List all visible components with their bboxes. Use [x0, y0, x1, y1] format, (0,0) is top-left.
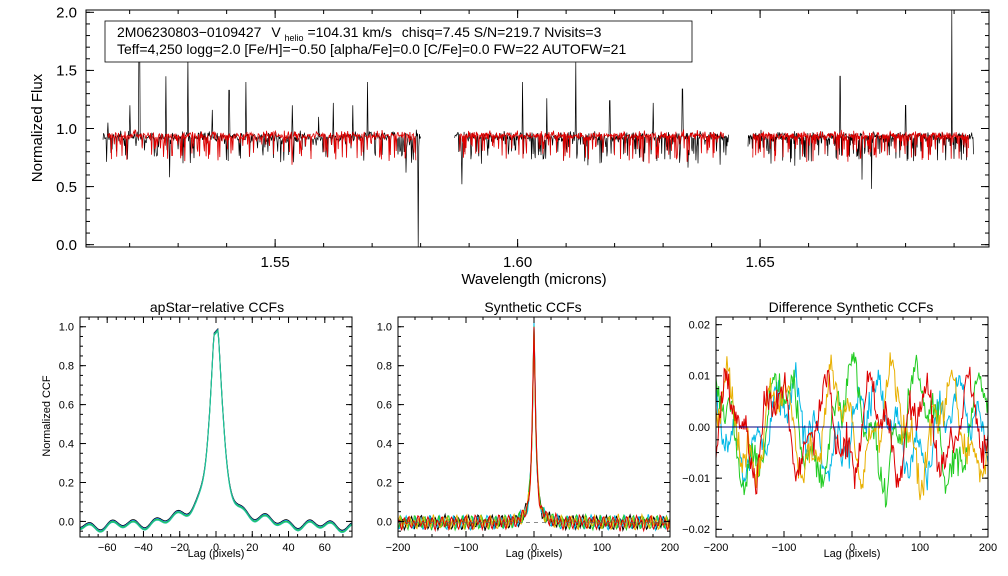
ccf2-ccf-5-line — [398, 326, 670, 533]
ccf2-y-tick-label: 0.8 — [377, 361, 392, 373]
ccf2-y-tick-label: 1.0 — [377, 322, 392, 334]
ccf2-x-tick-label: −200 — [386, 542, 411, 554]
ccf1-y-tick-label: 0.8 — [59, 361, 74, 373]
ccf3-diff-3-line — [716, 352, 988, 501]
synthetic-spectrum-chip-2 — [459, 129, 725, 164]
ccf3-y-tick-label: 0.02 — [689, 320, 710, 332]
ccf1-y-tick-label: 0.6 — [59, 399, 74, 411]
spectrum-y-tick-label: 0.5 — [56, 179, 77, 196]
ccf3-y-tick-label: −0.01 — [682, 473, 710, 485]
ccf1-ccf-2-line — [80, 328, 352, 532]
difference-ccf-panel: Difference Synthetic CCFs −200 −100 0 100 20… — [682, 299, 997, 560]
ccf3-x-axis-title: Lag (pixels) — [824, 548, 881, 560]
info-line-1: 2M06230803−0109427 V helio =104.31 km/s … — [117, 24, 602, 44]
ccf1-y-tick-label: 1.0 — [59, 322, 74, 334]
info-v-value: =104.31 km/s — [307, 24, 391, 40]
info-stats: chisq=7.45 S/N=219.7 Nvisits=3 — [402, 24, 602, 40]
ccf1-ccf-3-line — [80, 329, 352, 533]
ccf2-x-axis-title: Lag (pixels) — [506, 548, 563, 560]
ccf3-x-tick-label: 200 — [979, 542, 997, 554]
spectrum-y-axis-title: Normalized Flux — [29, 73, 46, 182]
ccf2-y-tick-label: 0.2 — [377, 477, 392, 489]
ccf2-x-tick-label: 0 — [531, 542, 537, 554]
synthetic-ccf-panel: Synthetic CCFs −200 −100 0 100 200 0.0 0.2 0.4… — [377, 299, 679, 560]
spectrum-info-box: 2M06230803−0109427 V helio =104.31 km/s … — [104, 20, 693, 63]
synthetic-spectrum-chip-3 — [752, 129, 969, 163]
spectrum-y-tick-label: 2.0 — [56, 5, 77, 22]
ccf3-title: Difference Synthetic CCFs — [769, 299, 934, 315]
ccf1-x-tick-label: 0 — [213, 542, 219, 554]
ccf1-y-axis-title: Normalized CCF — [41, 375, 53, 457]
ccf1-y-tick-label: 0.4 — [59, 438, 74, 450]
ccf1-x-tick-label: 20 — [246, 542, 258, 554]
ccf2-y-tick-label: 0.0 — [377, 516, 392, 528]
synthetic-spectrum-chip-1 — [107, 129, 417, 165]
ccf1-y-tick-label: 0.2 — [59, 477, 74, 489]
spectrum-y-tick-label: 0.0 — [56, 237, 77, 254]
info-v-label: V — [271, 24, 281, 40]
spectrum-y-tick-label: 1.0 — [56, 121, 77, 138]
ccf2-title: Synthetic CCFs — [484, 299, 581, 315]
spectrum-x-axis-title: Wavelength (microns) — [461, 271, 606, 288]
ccf1-x-tick-label: −40 — [134, 542, 153, 554]
ccf3-y-tick-label: 0.00 — [689, 422, 710, 434]
info-v-subscript: helio — [285, 33, 304, 43]
ccf1-ccf-4-line — [80, 330, 352, 534]
ccf3-x-tick-label: −200 — [704, 542, 729, 554]
ccf3-x-tick-label: 0 — [849, 542, 855, 554]
apstar-ccf-panel: apStar−relative CCFs −60 −40 −20 0 20 40 60 0.… — [41, 299, 353, 560]
ccf1-x-axis-title: Lag (pixels) — [188, 548, 245, 560]
ccf3-x-tick-label: −100 — [772, 542, 797, 554]
ccf3-y-tick-label: 0.01 — [689, 371, 710, 383]
ccf1-x-tick-label: 40 — [282, 542, 294, 554]
spectrum-x-tick-label: 1.55 — [261, 254, 290, 271]
ccf1-title: apStar−relative CCFs — [150, 299, 284, 315]
spectrum-x-tick-label: 1.60 — [503, 254, 532, 271]
ccf3-y-tick-label: −0.02 — [682, 524, 710, 536]
ccf3-diff-4-line — [716, 366, 988, 495]
spectrum-y-tick-label: 1.5 — [56, 63, 77, 80]
info-star-id: 2M06230803−0109427 — [117, 24, 262, 40]
ccf1-ccf-1-line — [80, 327, 352, 531]
ccf1-x-tick-label: −20 — [170, 542, 189, 554]
spectrum-panel: 1.55 1.60 1.65 0.0 0.5 1.0 1.5 2.0 Wavelength … — [29, 5, 990, 288]
ccf2-y-tick-label: 0.6 — [377, 399, 392, 411]
ccf2-x-tick-label: 100 — [593, 542, 611, 554]
ccf2-y-tick-label: 0.4 — [377, 438, 392, 450]
ccf1-y-tick-label: 0.0 — [59, 516, 74, 528]
spectrum-x-tick-label: 1.65 — [745, 254, 774, 271]
observed-spectrum-chip-1 — [102, 21, 421, 247]
ccf1-x-tick-label: −60 — [98, 542, 117, 554]
info-line-2: Teff=4,250 logg=2.0 [Fe/H]=−0.50 [alpha/… — [117, 41, 626, 57]
ccf2-x-tick-label: 200 — [661, 542, 679, 554]
ccf2-x-tick-label: −100 — [454, 542, 479, 554]
ccf1-x-tick-label: 60 — [319, 542, 331, 554]
ccf3-x-tick-label: 100 — [911, 542, 929, 554]
